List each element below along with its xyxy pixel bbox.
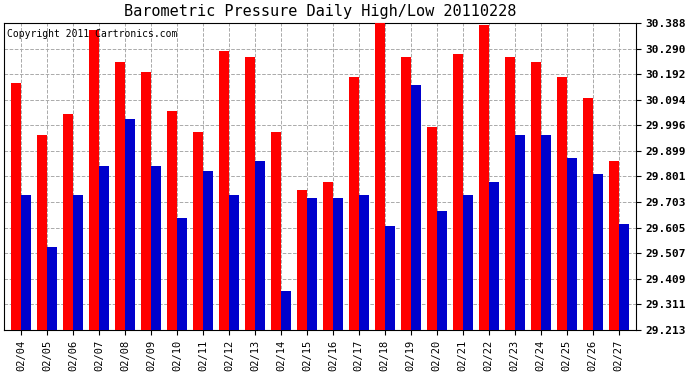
Bar xyxy=(437,210,446,330)
Bar xyxy=(203,171,213,330)
Bar xyxy=(21,195,31,330)
Bar xyxy=(619,224,629,330)
Bar xyxy=(89,30,99,330)
Bar xyxy=(323,182,333,330)
Bar xyxy=(177,218,187,330)
Bar xyxy=(359,195,368,330)
Bar xyxy=(193,132,203,330)
Bar xyxy=(401,57,411,330)
Bar xyxy=(375,20,385,330)
Bar xyxy=(505,57,515,330)
Bar xyxy=(245,57,255,330)
Bar xyxy=(73,195,83,330)
Bar xyxy=(489,182,499,330)
Bar xyxy=(47,247,57,330)
Bar xyxy=(349,77,359,330)
Bar xyxy=(99,166,109,330)
Bar xyxy=(151,166,161,330)
Bar xyxy=(463,195,473,330)
Bar xyxy=(219,51,229,330)
Bar xyxy=(531,62,541,330)
Bar xyxy=(453,54,463,330)
Bar xyxy=(255,161,265,330)
Bar xyxy=(427,127,437,330)
Bar xyxy=(229,195,239,330)
Bar xyxy=(141,72,151,330)
Bar xyxy=(297,190,307,330)
Bar xyxy=(593,174,602,330)
Bar xyxy=(307,198,317,330)
Title: Barometric Pressure Daily High/Low 20110228: Barometric Pressure Daily High/Low 20110… xyxy=(124,4,516,19)
Bar xyxy=(609,161,619,330)
Bar xyxy=(63,114,73,330)
Bar xyxy=(385,226,395,330)
Bar xyxy=(557,77,566,330)
Bar xyxy=(37,135,47,330)
Bar xyxy=(479,25,489,330)
Bar xyxy=(515,135,524,330)
Bar xyxy=(115,62,125,330)
Bar xyxy=(333,198,343,330)
Bar xyxy=(411,85,421,330)
Bar xyxy=(583,98,593,330)
Bar xyxy=(271,132,281,330)
Bar xyxy=(541,135,551,330)
Bar xyxy=(281,291,290,330)
Bar xyxy=(11,82,21,330)
Text: Copyright 2011 Cartronics.com: Copyright 2011 Cartronics.com xyxy=(8,29,178,39)
Bar xyxy=(125,119,135,330)
Bar xyxy=(566,158,577,330)
Bar xyxy=(167,111,177,330)
